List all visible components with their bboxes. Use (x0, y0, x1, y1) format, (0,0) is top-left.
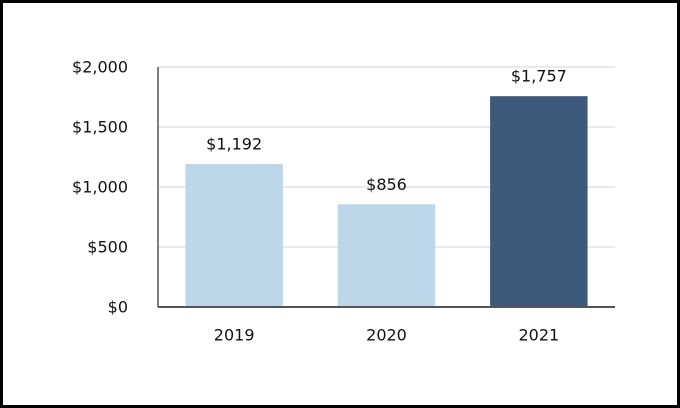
value-label: $856 (366, 175, 407, 194)
y-tick-label: $2,000 (72, 58, 128, 77)
bar (185, 163, 283, 307)
x-tick-label: 2021 (518, 326, 559, 345)
x-tick-label: 2019 (214, 326, 255, 345)
bar (337, 204, 436, 307)
y-tick-label: $1,500 (72, 118, 128, 137)
y-tick-label: $0 (108, 298, 128, 317)
bar (490, 96, 588, 307)
value-label: $1,757 (511, 67, 567, 86)
y-tick-label: $1,000 (72, 178, 128, 197)
y-tick-label: $500 (87, 238, 128, 257)
value-label: $1,192 (206, 134, 262, 153)
x-tick-label: 2020 (366, 326, 407, 345)
